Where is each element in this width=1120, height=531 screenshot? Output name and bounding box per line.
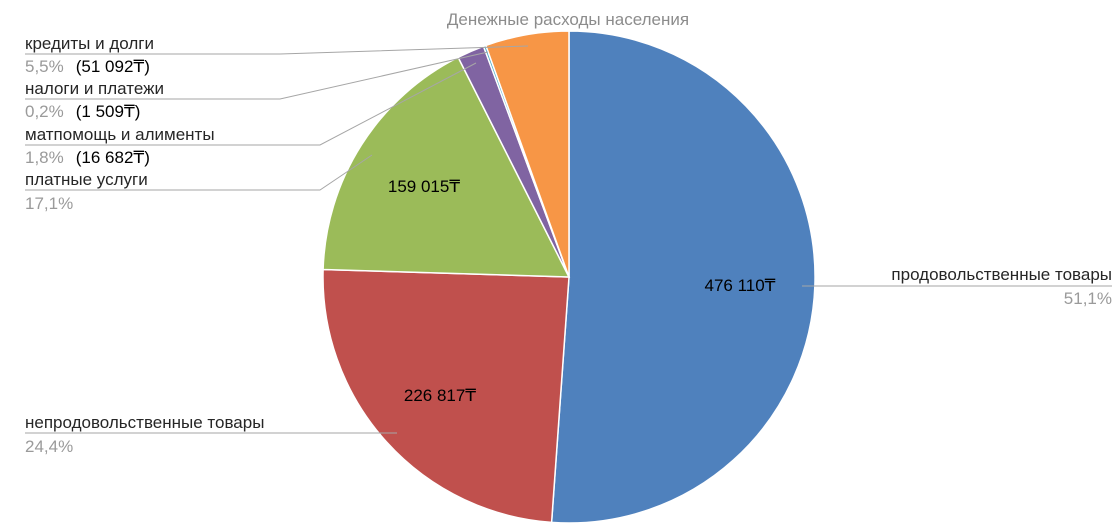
percent-label-services: 17,1% [25,194,73,213]
leader-line-services [25,154,373,191]
percent-label-food: 51,1% [1064,289,1112,308]
leader-line-taxes [25,51,489,100]
value-label-nonfood: 226 817₸ [404,386,476,405]
label-row-taxes: 0,2% (1 509₸) [25,102,140,121]
category-label-services: платные услуги [25,170,148,189]
percent-label-credits: 5,5% [25,57,64,76]
category-label-aid: матпомощь и алименты [25,125,215,144]
value-label-credits: (51 092₸) [76,57,150,76]
pie-slice-credits [484,30,570,278]
pie-slice-services [322,56,571,278]
chart-title: Денежные расходы населения [447,10,689,29]
leader-line-aid [25,62,477,146]
value-label-aid: (16 682₸) [76,148,150,167]
label-row-aid: 1,8% (16 682₸) [25,148,150,167]
value-label-services: 159 015₸ [388,177,460,196]
leader-line-credits [25,45,529,55]
category-label-credits: кредиты и долги [25,34,154,53]
pie-slice-nonfood [322,268,570,524]
category-label-taxes: налоги и платежи [25,79,164,98]
label-row-credits: 5,5% (51 092₸) [25,57,150,76]
category-label-nonfood: непродовольственные товары [25,413,264,432]
percent-label-nonfood: 24,4% [25,437,73,456]
pie-slice-food [550,30,816,524]
value-label-food: 476 110₸ [704,276,775,295]
percent-label-taxes: 0,2% [25,102,64,121]
percent-label-aid: 1,8% [25,148,64,167]
value-label-taxes: (1 509₸) [76,102,141,121]
category-label-food: продовольственные товары [891,265,1112,284]
